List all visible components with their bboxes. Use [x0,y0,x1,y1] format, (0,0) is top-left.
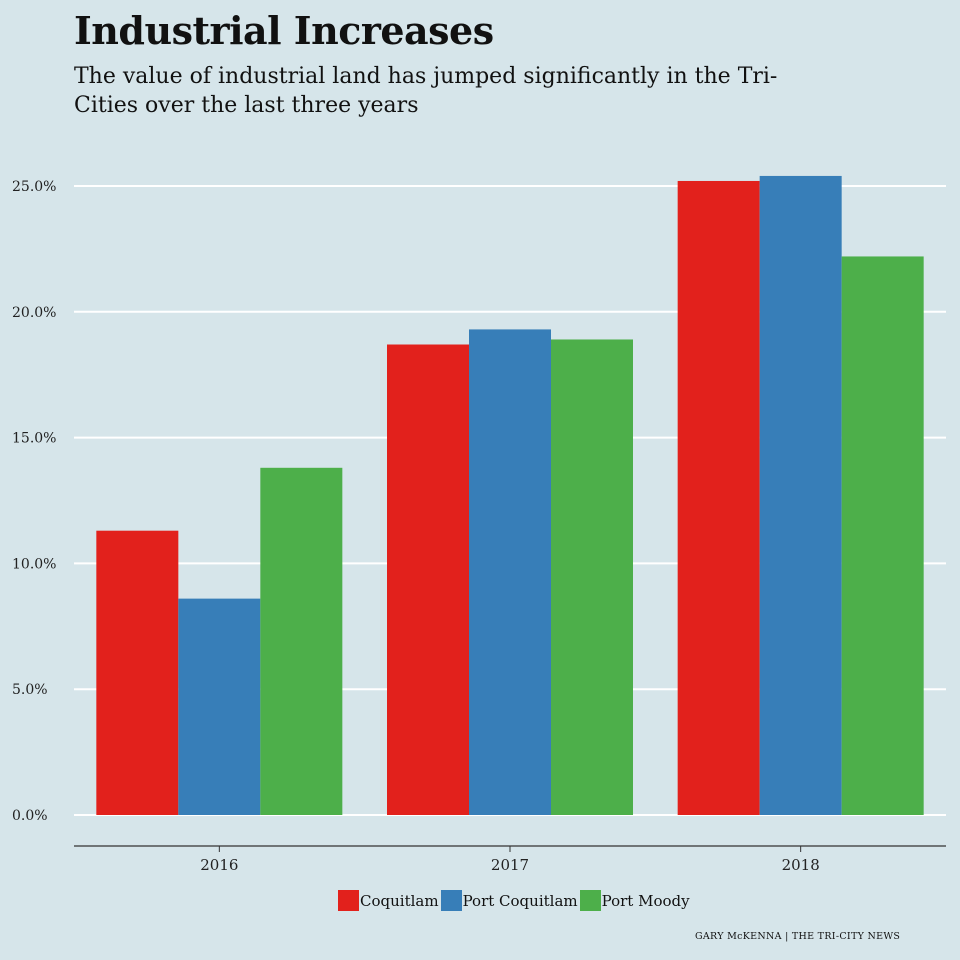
bar-coquitlam-2017 [387,344,469,815]
y-tick-label: 0.0% [12,808,48,824]
bar-port-moody-2016 [260,467,343,815]
x-tick-label: 2018 [782,856,820,874]
credit-line: GARY McKENNA | THE TRI-CITY NEWS [695,931,901,942]
legend-swatch [440,890,462,911]
legend: Coquitlam Port Coquitlam Port Moody [338,890,692,911]
legend-item: Port Coquitlam [440,890,578,911]
legend-label: Port Coquitlam [462,891,578,910]
axes: 0.0% 5.0% 10.0% 15.0% 20.0% 25.0% 2016 2017 2018 [12,179,946,874]
bar-port-moody-2018 [841,256,924,815]
y-tick-label: 20.0% [12,305,56,321]
chart-title: Industrial Increases [74,8,494,53]
legend-swatch [338,890,359,911]
x-tick-label: 2016 [200,856,238,874]
chart-subtitle: The value of industrial land has jumped … [74,64,778,118]
bar-coquitlam-2016 [96,530,179,815]
legend-item: Coquitlam [338,890,439,911]
bar-port-moody-2017 [551,339,633,815]
x-tick-label: 2017 [491,856,529,874]
bars [96,175,924,815]
legend-label: Coquitlam [360,891,439,910]
y-tick-label: 15.0% [12,431,56,447]
y-tick-label: 10.0% [12,556,56,572]
legend-item: Port Moody [579,890,690,911]
bar-port-coquitlam-2017 [469,329,551,815]
y-tick-label: 5.0% [12,682,48,698]
bar-port-coquitlam-2016 [178,598,261,815]
bar-coquitlam-2018 [677,180,760,815]
bar-port-coquitlam-2018 [759,175,842,815]
legend-label: Port Moody [601,891,690,910]
legend-swatch [579,890,601,911]
y-tick-label: 25.0% [12,179,56,195]
